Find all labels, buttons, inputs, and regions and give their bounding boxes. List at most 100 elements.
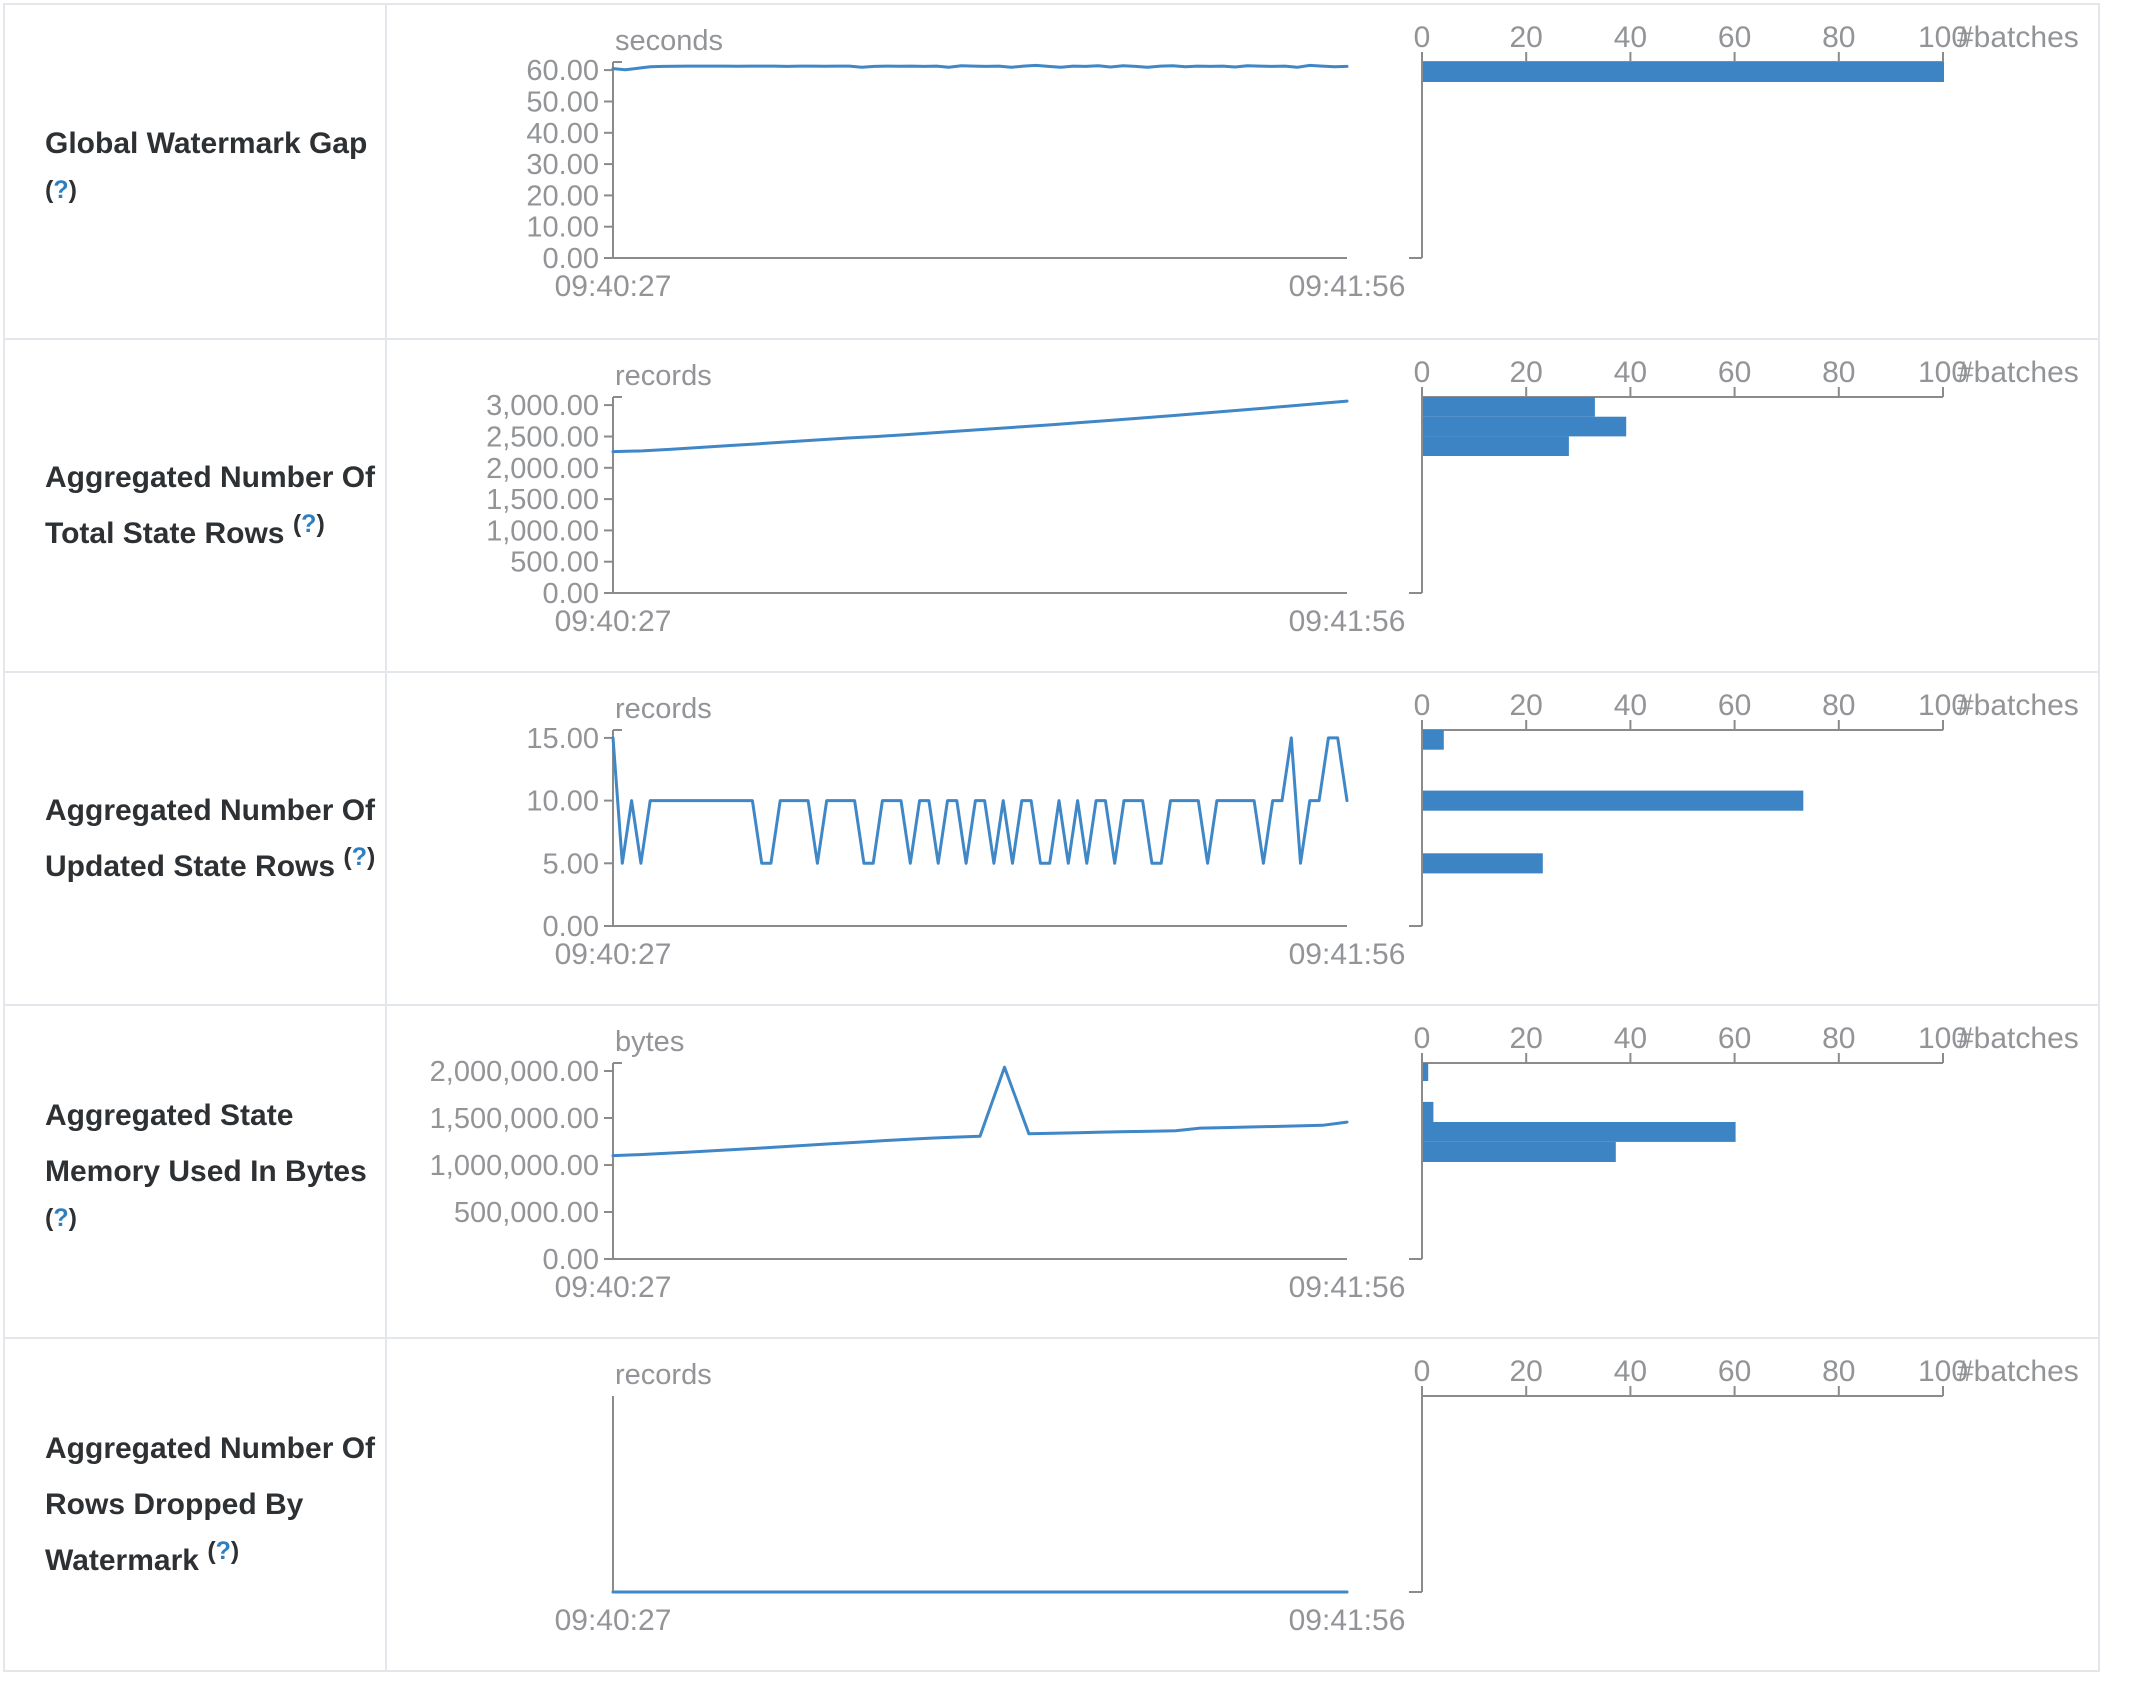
metric-row-state-memory-used: Aggregated State Memory Used In Bytes (?… [5,1004,2098,1337]
svg-text:09:41:56: 09:41:56 [1289,1604,1406,1637]
svg-text:80: 80 [1822,689,1855,722]
metric-title-text: Aggregated Number Of Rows Dropped By Wat… [45,1431,376,1577]
svg-text:09:40:27: 09:40:27 [555,605,672,638]
metric-row-updated-state-rows: Aggregated Number Of Updated State Rows … [5,671,2098,1004]
svg-text:09:41:56: 09:41:56 [1289,1271,1406,1304]
svg-text:100: 100 [1918,356,1968,389]
svg-text:#batches: #batches [1957,1022,2079,1055]
svg-text:records: records [615,360,712,392]
svg-text:60: 60 [1718,356,1751,389]
svg-text:1,000,000.00: 1,000,000.00 [430,1150,599,1182]
svg-text:09:40:27: 09:40:27 [555,1604,672,1637]
svg-text:09:41:56: 09:41:56 [1289,270,1406,303]
help-paren-open: ( [45,175,54,204]
svg-text:09:40:27: 09:40:27 [555,938,672,971]
svg-text:1,500.00: 1,500.00 [486,484,599,516]
svg-text:09:40:27: 09:40:27 [555,270,672,303]
help-paren-open: ( [292,509,302,538]
svg-text:5.00: 5.00 [543,848,599,880]
svg-text:0.00: 0.00 [543,578,599,610]
metric-row-rows-dropped-by-watermark: Aggregated Number Of Rows Dropped By Wat… [5,1337,2098,1670]
metric-title: Aggregated Number Of Total State Rows (?… [45,450,381,562]
svg-text:20: 20 [1510,689,1543,722]
timeline-and-histogram-chart: seconds 0.0010.0020.0030.0040.0050.0060.0… [526,21,2078,303]
help-paren-open: ( [343,842,352,871]
svg-text:#batches: #batches [1957,356,2079,389]
svg-text:09:41:56: 09:41:56 [1289,938,1406,971]
svg-text:30.00: 30.00 [526,149,599,181]
svg-text:0: 0 [1414,1022,1431,1055]
svg-text:50.00: 50.00 [526,87,599,119]
help-paren-close: ) [367,842,376,871]
svg-text:#batches: #batches [1957,1355,2079,1388]
help-tooltip: (?) [343,843,375,871]
svg-text:0: 0 [1414,21,1431,54]
metric-label: Aggregated State Memory Used In Bytes (?… [5,1006,387,1337]
svg-text:500,000.00: 500,000.00 [454,1197,599,1229]
svg-text:2,000,000.00: 2,000,000.00 [430,1056,599,1088]
metric-label: Global Watermark Gap (?) [5,5,387,338]
charts-cell: records 0.00 500.00 1,000.00 1,500.00 2,000.0… [387,340,2098,671]
svg-text:records: records [615,1359,712,1391]
svg-text:2,500.00: 2,500.00 [486,422,599,454]
help-paren-close: ) [230,1536,240,1565]
charts-cell: records 09:40:27 09:41:56 0 20 40 60 80 100 #batc… [387,1339,2098,1670]
help-tooltip: (?) [45,1204,77,1232]
metric-row-global-watermark-gap: Global Watermark Gap (?) seconds 0.00 10.0… [5,5,2098,338]
svg-text:40: 40 [1614,1022,1647,1055]
svg-text:40: 40 [1614,689,1647,722]
svg-text:09:40:27: 09:40:27 [555,1271,672,1304]
help-tooltip: (?) [293,510,325,538]
svg-text:0: 0 [1414,356,1431,389]
svg-text:20: 20 [1510,21,1543,54]
metric-title: Global Watermark Gap (?) [45,116,381,228]
svg-text:0: 0 [1414,1355,1431,1388]
svg-text:0.00: 0.00 [543,1244,599,1276]
svg-text:40: 40 [1614,21,1647,54]
metric-title-text: Aggregated State Memory Used In Bytes [45,1098,367,1188]
metric-title: Aggregated Number Of Rows Dropped By Wat… [45,1421,381,1589]
svg-text:records: records [615,693,712,725]
help-link[interactable]: ? [351,842,367,871]
svg-text:0: 0 [1414,689,1431,722]
svg-text:40: 40 [1614,356,1647,389]
charts-cell: seconds 0.00 10.00 20.00 30.00 40.00 50.00 60.0… [387,5,2098,338]
metric-label: Aggregated Number Of Updated State Rows … [5,673,387,1004]
help-tooltip: (?) [207,1537,239,1565]
metric-label: Aggregated Number Of Total State Rows (?… [5,340,387,671]
svg-text:80: 80 [1822,1355,1855,1388]
svg-text:20: 20 [1510,356,1543,389]
timeline-and-histogram-chart: bytes 0.00 500,000.00 1,000,000.00 1,500,000… [430,1022,2079,1304]
svg-text:09:41:56: 09:41:56 [1289,605,1406,638]
svg-text:60: 60 [1718,21,1751,54]
help-paren-close: ) [68,1203,77,1232]
svg-text:100: 100 [1918,21,1968,54]
svg-text:40: 40 [1614,1355,1647,1388]
svg-text:20: 20 [1510,1022,1543,1055]
charts-cell: records 0.00 5.00 10.00 15.00 09:40:27 09:41:5… [387,673,2098,1004]
help-paren-close: ) [316,509,325,538]
svg-text:100: 100 [1918,1022,1968,1055]
statistics-table: Global Watermark Gap (?) seconds 0.00 10.0… [3,3,2100,1672]
help-link[interactable]: ? [53,175,69,204]
svg-text:60: 60 [1718,1022,1751,1055]
help-paren-open: ( [207,1536,216,1565]
svg-text:100: 100 [1918,689,1968,722]
help-link[interactable]: ? [301,509,317,538]
help-paren-close: ) [68,175,77,204]
svg-text:80: 80 [1822,356,1855,389]
help-link[interactable]: ? [215,1536,231,1565]
help-paren-open: ( [45,1203,54,1232]
metric-title: Aggregated Number Of Updated State Rows … [45,783,381,895]
timeline-and-histogram-chart: records 09:40:27 09:41:56 0 20 40 60 80 100#batc… [555,1355,2079,1637]
timeline-and-histogram-chart: records 0.00500.001,000.001,500.002,000.0… [486,356,2079,638]
metric-title-text: Global Watermark Gap [45,126,368,160]
help-link[interactable]: ? [53,1203,69,1232]
svg-text:0.00: 0.00 [543,243,599,275]
svg-text:bytes: bytes [615,1026,684,1058]
metric-title: Aggregated State Memory Used In Bytes (?… [45,1088,381,1256]
svg-text:60.00: 60.00 [526,55,599,87]
svg-text:60: 60 [1718,689,1751,722]
svg-text:10.00: 10.00 [526,212,599,244]
